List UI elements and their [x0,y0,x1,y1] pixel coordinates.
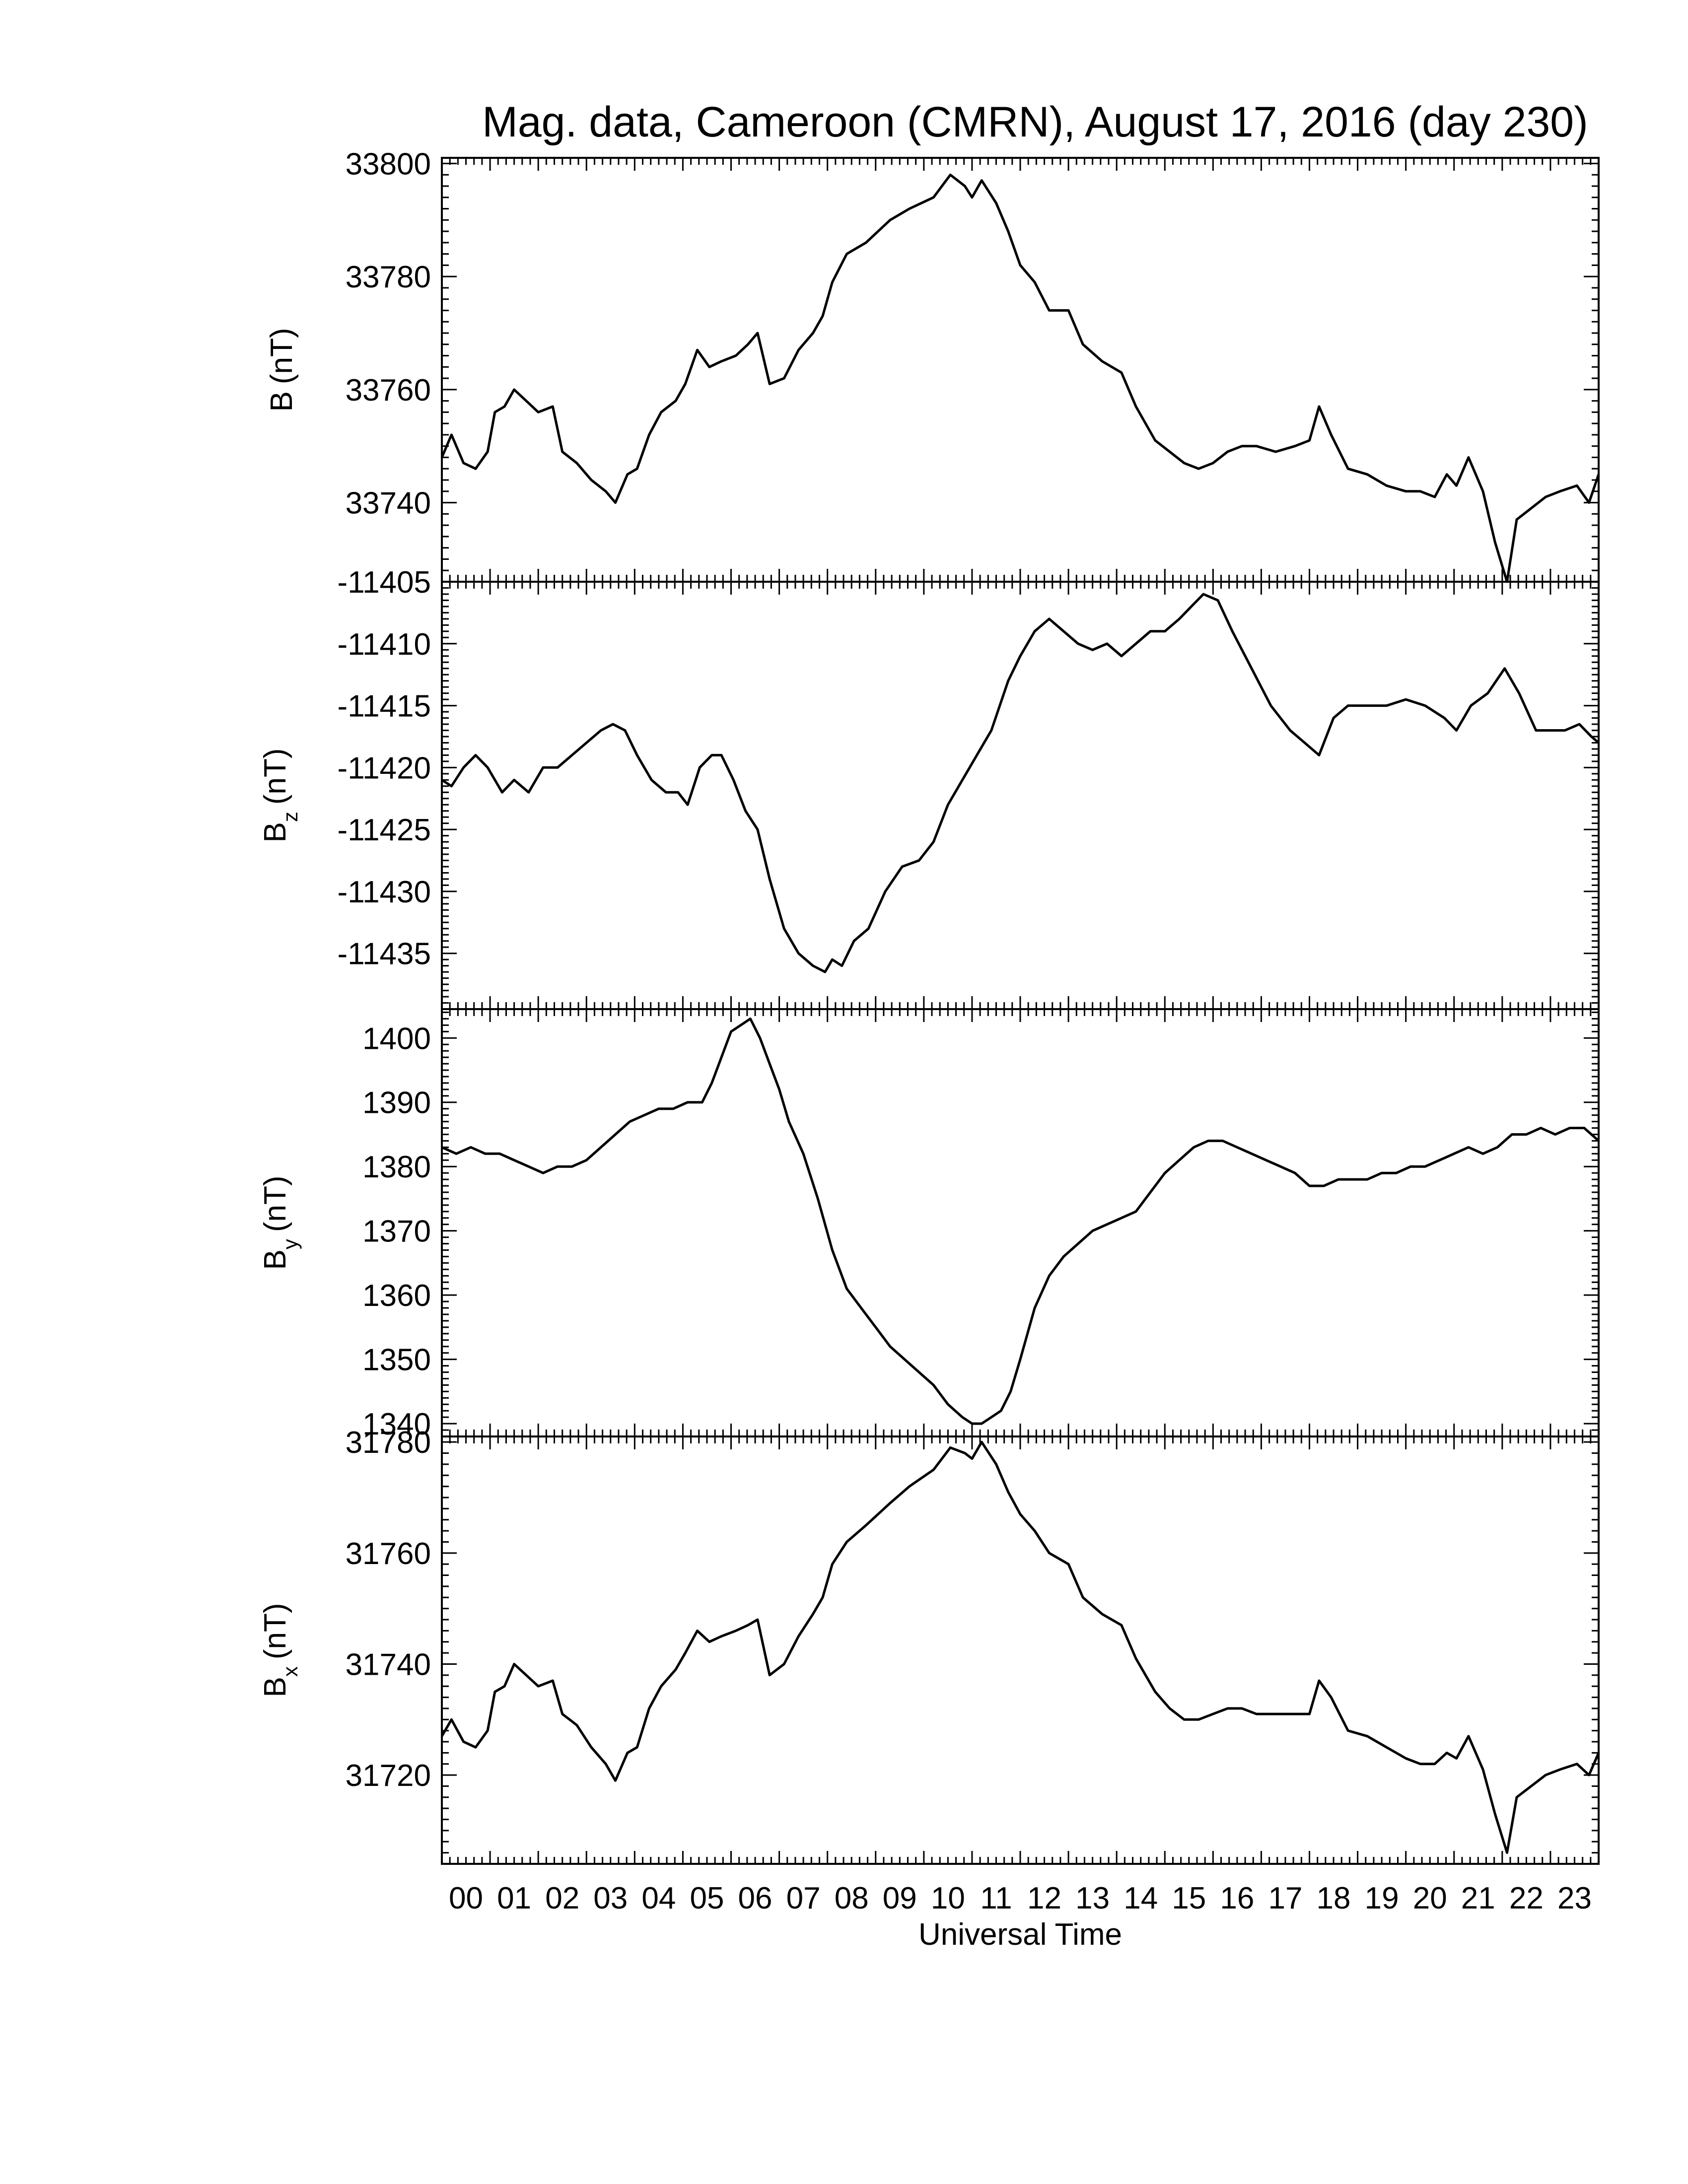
panel-1-frame [441,581,1600,1010]
panel-1-y-tick-label: -11425 [338,813,431,847]
panel-3-series-line [440,1440,1600,1854]
panel-3: 31720 31740 31760 31780 Bx (nT) [258,1426,1600,1865]
panel-0-frame [441,157,1600,583]
panel-1-y-label-main: B [258,822,292,842]
panel-0-y-label-unit: (nT) [265,328,299,384]
panel-2-y-tick-label: 1360 [362,1279,431,1313]
panel-0-y-tick-label: 33760 [346,373,431,408]
x-tick-label: 14 [1124,1881,1158,1915]
x-tick-label: 03 [593,1881,628,1915]
panel-3-y-label-sub: x [279,1666,302,1677]
x-tick-label: 13 [1075,1881,1110,1915]
panel-2-y-tick-label: 1400 [362,1022,431,1056]
x-tick-label: 21 [1461,1881,1495,1915]
x-tick-label: 23 [1557,1881,1592,1915]
x-tick-label: 16 [1220,1881,1254,1915]
panel-1-y-tick-label: -11415 [338,689,431,724]
panel-2-y-tick-label: 1340 [362,1407,431,1441]
panel-1-y-axis-label: Bz (nT) [258,748,302,842]
panel-3-y-tick-label: 31740 [346,1647,431,1682]
panel-3-y-tick-label: 31780 [346,1426,431,1460]
panel-3-frame [441,1435,1600,1865]
panel-1-y-label-sub: z [279,812,302,822]
panel-1: -11405 -11410 -11415 -11420 -11425 -11430 -114… [258,565,1600,1010]
panel-2-y-tick-label: 1370 [362,1215,431,1249]
panel-2-y-tick-label: 1380 [362,1150,431,1184]
x-tick-label: 11 [980,1881,1012,1915]
panel-3-y-tick-label: 31720 [346,1759,431,1793]
panel-2: 1340 1350 1360 1370 1380 1390 1400 By (nT) [258,1008,1600,1441]
panel-2-y-label-unit: (nT) [258,1175,292,1232]
panel-2-frame [441,1008,1600,1437]
x-axis-label: Universal Time [918,1917,1122,1952]
x-tick-label: 00 [449,1881,483,1915]
x-tick-label: 20 [1413,1881,1447,1915]
panel-2-y-tick-label: 1350 [362,1343,431,1377]
x-tick-label: 22 [1509,1881,1544,1915]
x-tick-label: 15 [1172,1881,1206,1915]
x-axis: 00 01 02 03 04 05 06 07 08 09 10 11 12 13 14 15 16 17 18 19… [449,1881,1592,1915]
x-tick-label: 19 [1365,1881,1399,1915]
panel-3-y-label-main: B [258,1677,292,1697]
panel-0-y-tick-label: 33800 [346,147,431,181]
panels-group: 33740337603378033800B(nT)-11405-11410-11… [258,147,1600,1865]
panel-0: 33740 33760 33780 33800 B (nT) [265,147,1600,583]
x-tick-label: 04 [641,1881,676,1915]
panel-1-series-line [441,593,1600,973]
x-tick-label: 07 [786,1881,821,1915]
panel-1-y-label-unit: (nT) [258,748,292,805]
chart-title: Mag. data, Cameroon (CMRN), August 17, 2… [482,98,1588,146]
panel-0-series-line [440,173,1600,583]
x-tick-label: 02 [545,1881,579,1915]
panel-0-y-axis-label: B (nT) [265,328,299,411]
panel-3-y-axis-label: Bx (nT) [258,1603,302,1697]
panel-2-y-axis-label: By (nT) [258,1175,302,1270]
panel-3-y-tick-label: 31760 [346,1537,431,1571]
x-tick-label: 05 [690,1881,724,1915]
x-tick-label: 06 [738,1881,773,1915]
panel-2-y-label-sub: y [279,1239,302,1249]
panel-1-y-tick-label: -11420 [338,751,431,785]
panel-3-y-label-unit: (nT) [258,1603,292,1659]
panel-1-y-tick-label: -11435 [338,937,431,971]
panel-0-y-tick-label: 33740 [346,486,431,521]
x-tick-label: 08 [835,1881,869,1915]
x-tick-label: 12 [1027,1881,1061,1915]
panel-2-y-tick-label: 1390 [362,1086,431,1120]
x-tick-label: 18 [1317,1881,1351,1915]
panel-2-y-label-main: B [258,1249,292,1270]
panel-1-y-tick-label: -11410 [338,627,431,662]
x-tick-label: 01 [497,1881,531,1915]
panel-1-y-tick-label: -11430 [338,875,431,909]
panel-0-y-tick-label: 33780 [346,260,431,294]
x-tick-label: 17 [1268,1881,1302,1915]
panel-0-y-label-main: B [265,391,299,411]
panel-1-y-tick-label: -11405 [338,565,431,600]
panel-2-series-line [441,1017,1600,1425]
x-tick-label: 09 [883,1881,917,1915]
x-tick-label: 10 [931,1881,965,1915]
